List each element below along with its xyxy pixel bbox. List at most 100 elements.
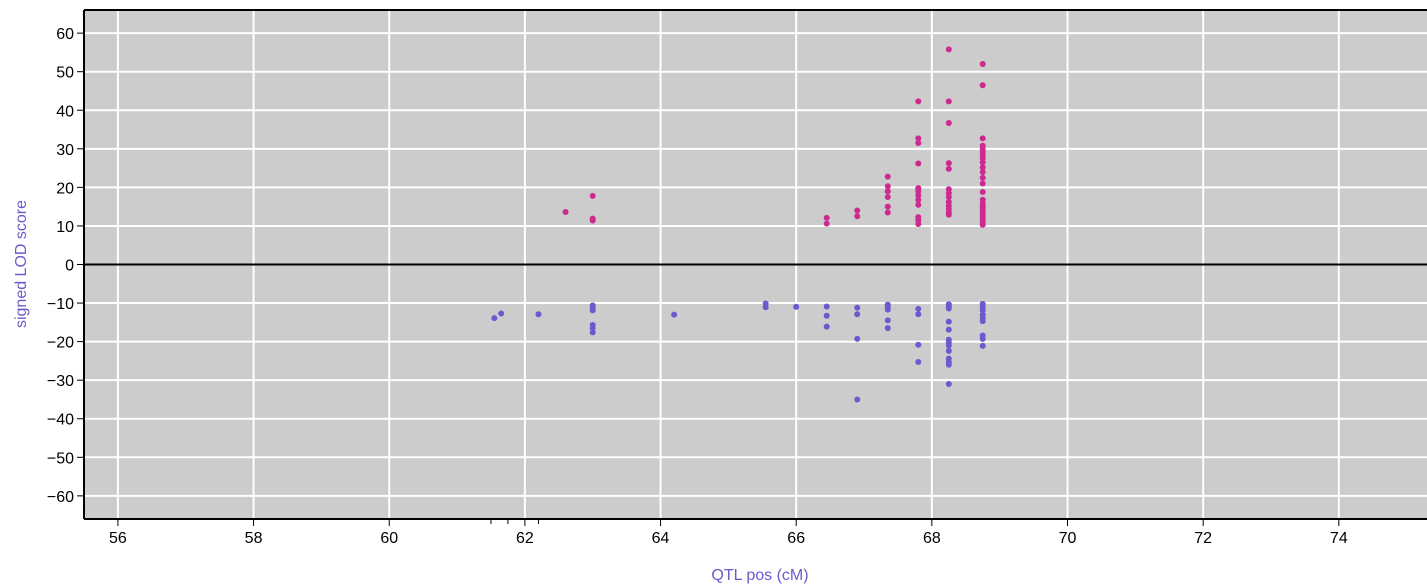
data-point	[915, 311, 922, 318]
x-axis-title: QTL pos (cM)	[711, 567, 808, 584]
y-tick-labels: 60 50 40 30 20 10 0 −10 −20 −30 −40 −50 −60	[47, 26, 74, 506]
data-point	[884, 188, 891, 195]
data-point	[979, 168, 986, 175]
data-point	[979, 180, 986, 187]
data-point	[915, 201, 922, 208]
data-point	[945, 46, 952, 53]
x-tick-label: 64	[652, 530, 670, 547]
data-point	[854, 304, 861, 311]
y-tick-label: 10	[56, 219, 74, 236]
y-tick-label: −60	[47, 489, 74, 506]
data-points	[491, 46, 986, 403]
data-point	[915, 359, 922, 366]
data-point	[915, 140, 922, 147]
data-point	[945, 194, 952, 201]
y-tick-label: 60	[56, 26, 74, 43]
data-point	[854, 396, 861, 403]
x-tick-label: 56	[109, 530, 127, 547]
y-tick-label: −40	[47, 412, 74, 429]
data-point	[945, 318, 952, 325]
data-point	[884, 173, 891, 180]
data-point	[884, 183, 891, 190]
data-point	[945, 211, 952, 218]
data-point	[945, 305, 952, 312]
y-tick-label: 30	[56, 142, 74, 159]
data-point	[823, 303, 830, 310]
data-point	[979, 342, 986, 349]
data-point	[945, 381, 952, 388]
data-point	[979, 174, 986, 181]
data-point	[823, 214, 830, 221]
data-point	[945, 361, 952, 368]
data-point	[945, 347, 952, 354]
data-point	[884, 325, 891, 332]
data-point	[945, 119, 952, 126]
data-point	[884, 317, 891, 324]
data-point	[884, 306, 891, 313]
data-point	[915, 341, 922, 348]
data-point	[671, 311, 678, 318]
data-point	[589, 325, 596, 332]
data-point	[854, 207, 861, 214]
data-point	[823, 312, 830, 319]
data-point	[589, 329, 596, 336]
data-point	[884, 209, 891, 216]
y-tick-label: −20	[47, 335, 74, 352]
data-point	[979, 189, 986, 196]
data-point	[854, 213, 861, 220]
data-point	[945, 160, 952, 167]
data-point	[915, 160, 922, 167]
axes	[77, 9, 1427, 526]
y-axis-title: signed LOD score	[13, 200, 30, 328]
y-tick-label: 0	[65, 258, 74, 275]
data-point	[498, 310, 505, 317]
x-tick-label: 68	[923, 530, 941, 547]
data-point	[915, 221, 922, 228]
x-tick-label: 72	[1194, 530, 1212, 547]
y-tick-label: −30	[47, 373, 74, 390]
data-point	[979, 318, 986, 325]
y-tick-label: 40	[56, 103, 74, 120]
data-point	[915, 196, 922, 203]
data-point	[823, 323, 830, 330]
x-tick-label: 74	[1330, 530, 1348, 547]
x-tick-labels: 56 58 60 62 64 66 68 70 72 74	[109, 530, 1348, 547]
data-point	[979, 82, 986, 89]
data-point	[945, 98, 952, 105]
data-point	[762, 304, 769, 311]
data-point	[915, 135, 922, 142]
data-point	[979, 164, 986, 171]
data-point	[979, 221, 986, 228]
data-point	[562, 209, 569, 216]
y-tick-label: 50	[56, 65, 74, 82]
data-point	[979, 159, 986, 166]
x-tick-label: 58	[245, 530, 263, 547]
y-tick-label: −10	[47, 296, 74, 313]
data-point	[945, 326, 952, 333]
data-point	[915, 192, 922, 199]
x-tick-label: 70	[1059, 530, 1077, 547]
data-point	[793, 303, 800, 310]
data-point	[589, 217, 596, 224]
data-point	[945, 165, 952, 172]
data-point	[854, 311, 861, 318]
data-point	[915, 98, 922, 105]
data-point	[979, 307, 986, 314]
data-point	[589, 192, 596, 199]
data-point	[979, 335, 986, 342]
data-point	[589, 307, 596, 314]
data-point	[491, 315, 498, 322]
x-tick-label: 62	[516, 530, 534, 547]
data-point	[823, 220, 830, 227]
data-point	[884, 203, 891, 210]
data-point	[979, 60, 986, 67]
data-point	[915, 305, 922, 312]
x-tick-label: 60	[380, 530, 398, 547]
y-tick-label: 20	[56, 180, 74, 197]
data-point	[854, 335, 861, 342]
y-tick-label: −50	[47, 450, 74, 467]
x-tick-label: 66	[787, 530, 805, 547]
data-point	[535, 311, 542, 318]
data-point	[884, 194, 891, 201]
